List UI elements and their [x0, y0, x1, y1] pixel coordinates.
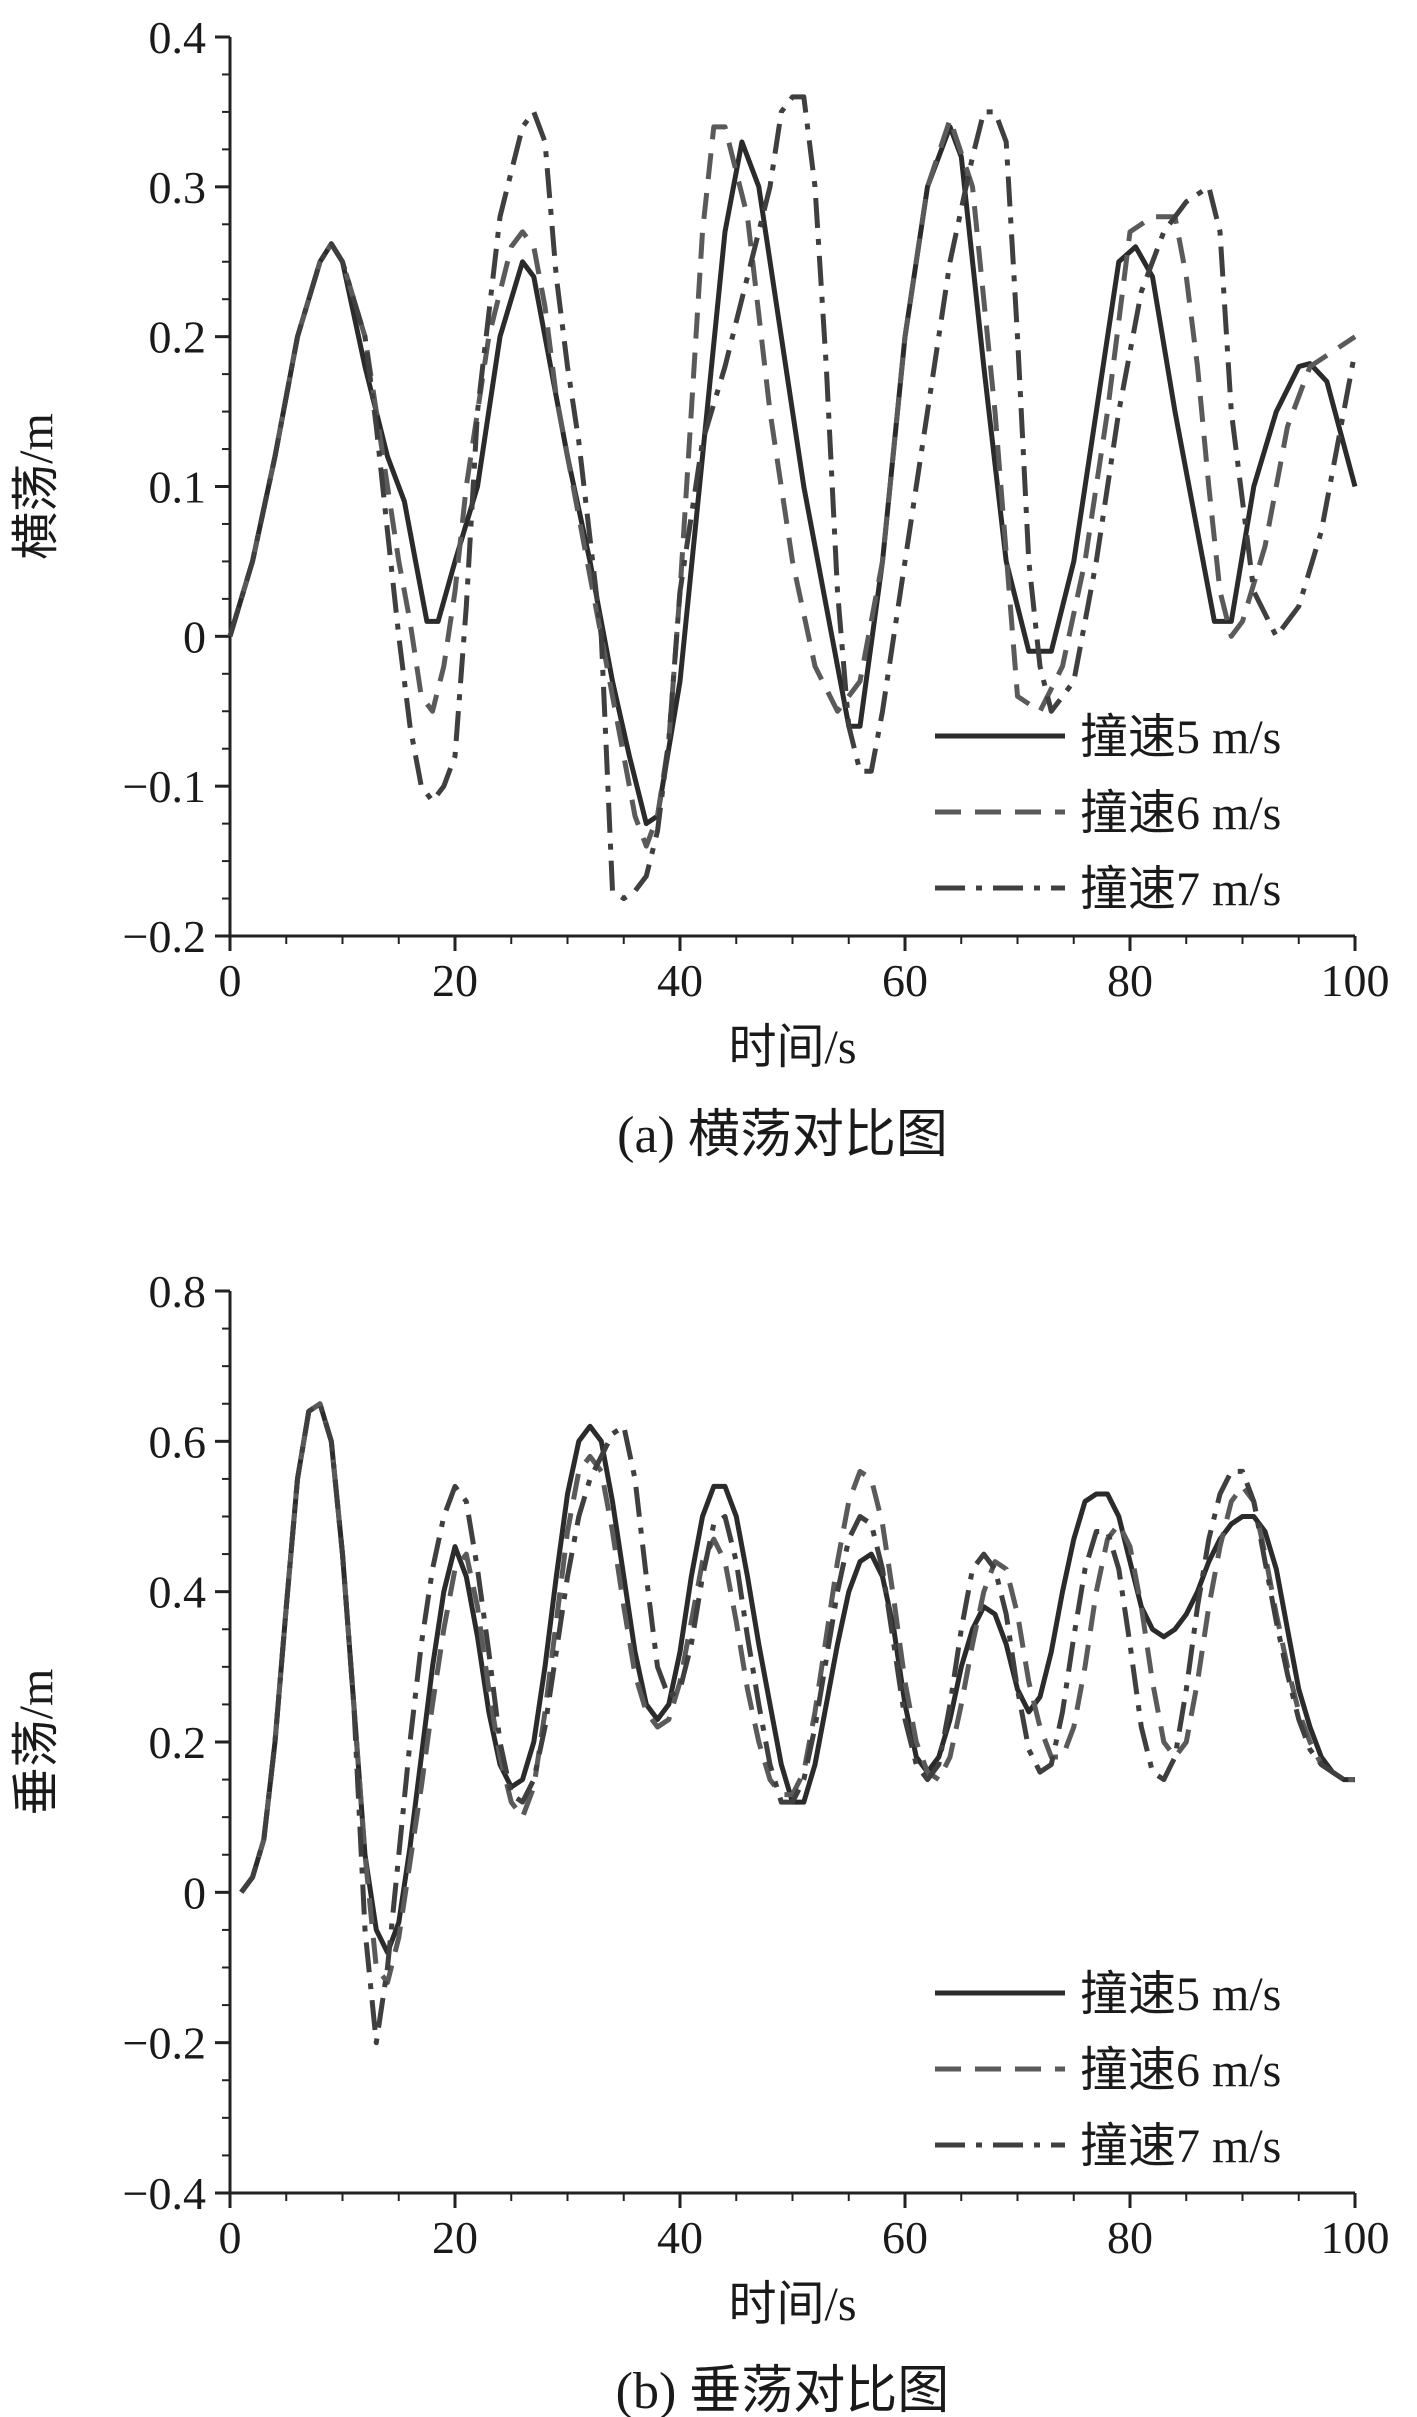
y-tick-label: 0.3 — [149, 162, 207, 213]
y-tick-label: 0.4 — [149, 1567, 207, 1618]
legend-label: 撞速6 m/s — [1080, 787, 1281, 840]
y-axis-label: 垂荡/m — [10, 1669, 63, 1816]
y-tick-label: 0 — [183, 1867, 206, 1918]
x-tick-label: 0 — [219, 955, 242, 1006]
series-line-1 — [227, 124, 1358, 827]
legend-label: 撞速6 m/s — [1080, 2044, 1281, 2097]
x-tick-label: 40 — [657, 955, 703, 1006]
y-tick-label: 0 — [183, 611, 206, 662]
chart-panel-a: 0 20 40 60 80 100 −0.2 −0.1 0 0.1 0.2 0.3 0.4 时间/s 横荡/… — [10, 12, 1390, 1164]
series-line-3 — [227, 94, 1358, 901]
y-tick-label: 0.4 — [149, 12, 207, 63]
y-tick-label: 0.1 — [149, 462, 207, 513]
y-tick-label: 0.2 — [149, 312, 207, 363]
y-tick-label: −0.2 — [123, 2018, 206, 2069]
x-tick-label: 20 — [432, 2212, 478, 2263]
y-tick-label: −0.4 — [123, 2168, 206, 2219]
x-tick-label: 60 — [882, 2212, 928, 2263]
x-tick-label: 20 — [432, 955, 478, 1006]
series-line-2 — [227, 116, 1357, 849]
x-tick-label: 40 — [657, 2212, 703, 2263]
y-tick-label: 0.6 — [149, 1416, 207, 1467]
legend-label: 撞速7 m/s — [1080, 2120, 1281, 2173]
x-tick-label: 60 — [882, 955, 928, 1006]
y-axis-label: 横荡/m — [10, 413, 63, 560]
figure-caption: (a) 横荡对比图 — [617, 1107, 948, 1164]
figure-caption: (b) 垂荡对比图 — [616, 2363, 950, 2417]
x-axis-label: 时间/s — [728, 2278, 856, 2331]
x-axis-label: 时间/s — [728, 1021, 856, 1074]
y-tick-label: −0.2 — [123, 911, 206, 962]
series-line-3 — [239, 1401, 1355, 2046]
series-line-2 — [239, 1401, 1355, 1985]
x-tick-label: 0 — [219, 2212, 242, 2263]
x-tick-label: 80 — [1107, 955, 1153, 1006]
x-tick-label: 80 — [1107, 2212, 1153, 2263]
legend-label: 撞速5 m/s — [1080, 1968, 1281, 2021]
legend-label: 撞速7 m/s — [1080, 863, 1281, 916]
y-tick-label: 0.2 — [149, 1717, 207, 1768]
y-tick-label: 0.8 — [149, 1266, 207, 1317]
x-tick-label: 100 — [1321, 2212, 1390, 2263]
x-tick-label: 100 — [1321, 955, 1390, 1006]
y-tick-label: −0.1 — [123, 761, 206, 812]
legend-label: 撞速5 m/s — [1080, 711, 1281, 764]
series-line-1 — [239, 1401, 1355, 1955]
chart-panel-b: 0 20 40 60 80 100 −0.4 −0.2 0 0.2 0.4 0.6 0.8 时间/s 垂荡/… — [10, 1266, 1390, 2417]
